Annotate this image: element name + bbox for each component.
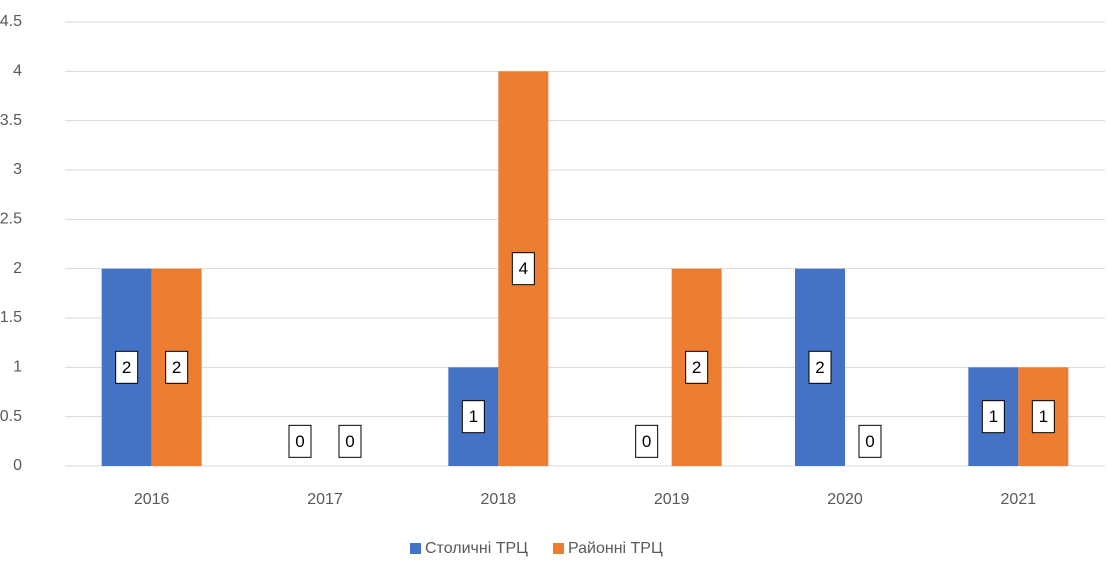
legend-label: Районні ТРЦ bbox=[568, 540, 663, 557]
data-label: 2 bbox=[692, 358, 701, 377]
y-tick-label: 2 bbox=[13, 260, 22, 277]
x-tick-label: 2019 bbox=[654, 491, 690, 508]
data-label-box bbox=[165, 350, 189, 384]
y-tick-label: 4 bbox=[13, 63, 22, 80]
legend-label: Столичні ТРЦ bbox=[425, 540, 528, 557]
data-label: 0 bbox=[642, 432, 651, 451]
y-tick-label: 3.5 bbox=[0, 112, 22, 129]
data-label: 1 bbox=[469, 407, 478, 426]
data-label: 2 bbox=[815, 358, 824, 377]
data-label: 0 bbox=[295, 432, 304, 451]
y-tick-label: 2.5 bbox=[0, 211, 22, 228]
data-label-box bbox=[981, 400, 1005, 434]
y-tick-label: 3 bbox=[13, 161, 22, 178]
data-label-box bbox=[685, 350, 709, 384]
data-label-box bbox=[635, 424, 659, 458]
data-label: 2 bbox=[122, 358, 131, 377]
data-label-box bbox=[338, 424, 362, 458]
data-label: 1 bbox=[1039, 407, 1048, 426]
x-tick-label: 2017 bbox=[307, 491, 343, 508]
data-label-box bbox=[511, 252, 535, 286]
y-tick-label: 4.5 bbox=[0, 13, 22, 30]
data-label: 0 bbox=[345, 432, 354, 451]
data-label-box bbox=[115, 350, 139, 384]
x-tick-label: 2020 bbox=[827, 491, 863, 508]
y-tick-label: 1 bbox=[13, 359, 22, 376]
y-tick-label: 0 bbox=[13, 457, 22, 474]
x-tick-label: 2021 bbox=[1001, 491, 1037, 508]
data-label: 1 bbox=[989, 407, 998, 426]
x-tick-label: 2018 bbox=[481, 491, 517, 508]
data-label-box bbox=[808, 350, 832, 384]
data-label: 0 bbox=[865, 432, 874, 451]
legend-swatch bbox=[410, 543, 421, 554]
x-tick-label: 2016 bbox=[134, 491, 170, 508]
data-label: 4 bbox=[519, 259, 528, 278]
legend-swatch bbox=[552, 543, 564, 554]
y-tick-label: 0.5 bbox=[0, 408, 22, 425]
data-label: 2 bbox=[172, 358, 181, 377]
data-label-box bbox=[858, 424, 882, 458]
data-label-box bbox=[461, 400, 485, 434]
data-label-box bbox=[288, 424, 312, 458]
y-tick-label: 1.5 bbox=[0, 309, 22, 326]
data-label-box bbox=[1031, 400, 1055, 434]
